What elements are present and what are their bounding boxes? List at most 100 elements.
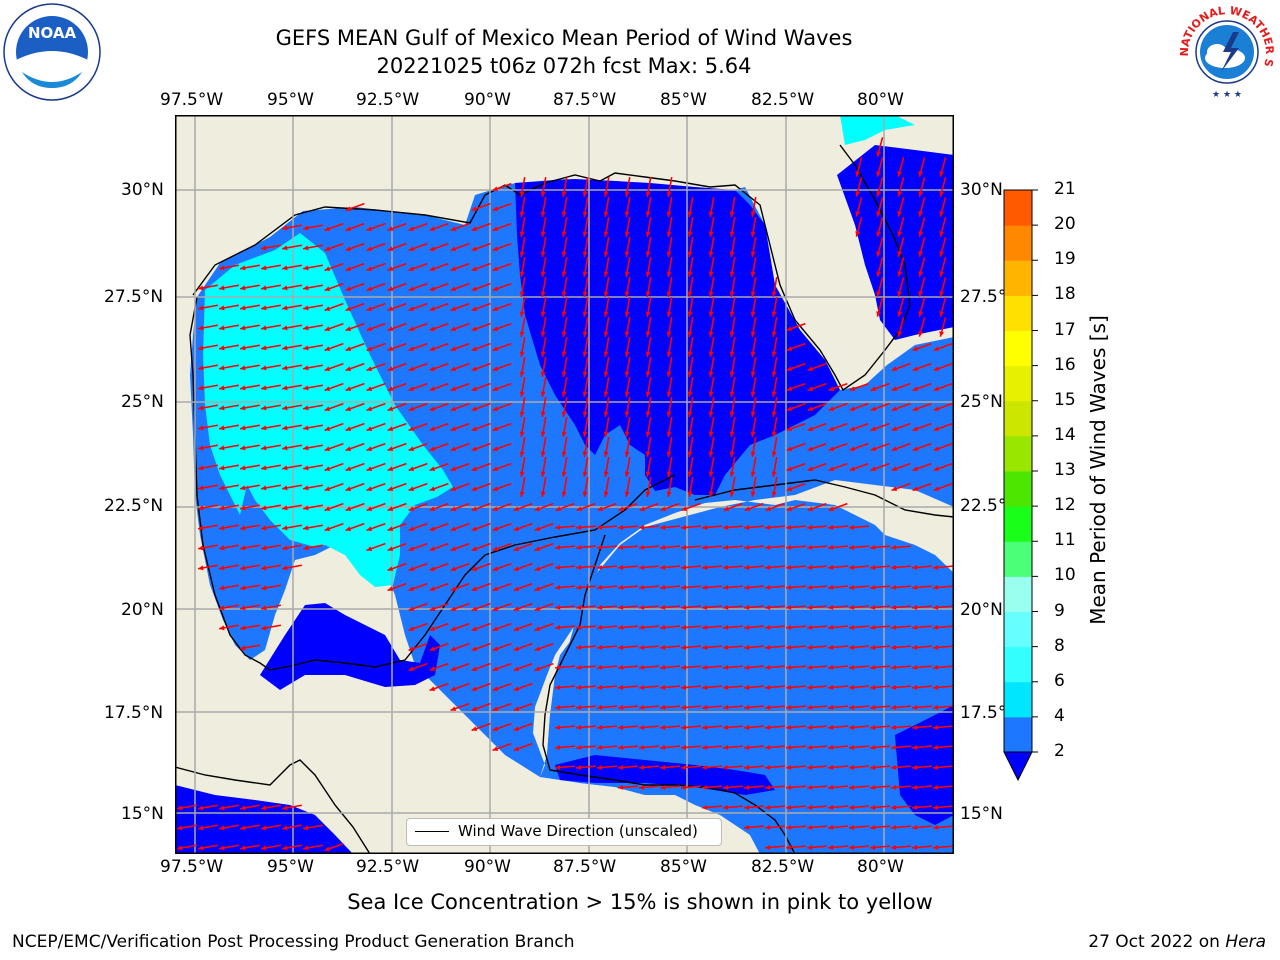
wave-direction-arrowhead [345,306,352,312]
wave-direction-arrowhead [645,451,651,457]
wave-direction-arrowhead [807,584,813,590]
wave-direction-arrowhead [282,265,288,271]
wave-direction-arrowhead [198,845,204,851]
wave-direction-arrowhead [324,226,331,232]
coastline [175,759,371,854]
wave-direction-arrowhead [744,584,750,590]
wave-direction-arrowhead [219,465,225,471]
wave-direction-arrowhead [723,724,729,730]
wave-direction-arrowhead [261,505,267,511]
wave-direction-arrowhead [624,251,630,257]
wave-direction-arrowhead [366,526,373,532]
wave-direction-arrowhead [786,784,792,790]
wave-direction-arrowhead [729,471,735,477]
wave-direction-arrowhead [492,286,499,292]
wave-direction-arrowhead [219,345,225,351]
wave-direction-arrowhead [807,644,813,650]
wave-direction-arrowhead [723,506,730,512]
wave-direction-arrowhead [219,825,225,831]
wave-direction-arrowhead [918,231,924,237]
wave-direction-arrowhead [408,246,415,252]
colorbar-segment [1004,330,1032,367]
wave-direction-arrowhead [765,584,771,590]
wave-direction-arrowhead [708,291,714,297]
wave-direction-arrowhead [471,686,478,692]
wave-direction-arrowhead [786,564,792,570]
wave-direction-arrowhead [897,191,903,197]
wave-direction-arrowhead [471,326,478,332]
wave-direction-arrowhead [876,211,882,217]
wave-direction-arrowhead [345,326,352,332]
wave-direction-arrowhead [540,451,546,457]
wave-direction-arrowhead [450,486,457,492]
wave-direction-arrowhead [912,564,918,570]
wave-direction-arrowhead [750,371,756,377]
wave-direction-arrowhead [261,545,267,551]
wave-direction-arrowhead [666,271,672,277]
colorbar-tick-label: 18 [1054,284,1076,305]
wave-direction-arrowhead [429,326,436,332]
colorbar-tick-label: 8 [1054,635,1065,656]
wave-direction-arrowhead [282,225,288,231]
wave-direction-arrowhead [597,524,603,530]
wave-direction-arrowhead [645,471,651,477]
map-legend: Wind Wave Direction (unscaled) [406,818,722,846]
wave-period-map [175,115,954,854]
wave-direction-arrowhead [765,764,771,770]
wave-direction-arrowhead [744,764,750,770]
wave-direction-arrowhead [492,386,499,392]
noaa-logo: NOAA [3,3,101,101]
wave-direction-arrowhead [870,744,876,750]
wave-direction-arrowhead [912,744,918,750]
wave-direction-arrowhead [597,764,603,770]
wave-direction-arrowhead [744,506,751,512]
wave-direction-arrowhead [582,451,588,457]
wave-direction-arrowhead [660,684,666,690]
wave-direction-arrowhead [912,644,918,650]
wave-direction-arrowhead [345,246,352,252]
wave-direction-arrowhead [891,604,897,610]
wave-direction-arrowhead [765,564,771,570]
wave-direction-arrowhead [933,684,939,690]
colorbar-segment [1004,400,1032,437]
wave-direction-arrowhead [807,524,813,530]
colorbar-segment [1004,225,1032,261]
lon-label-top: 92.5°W [356,90,420,110]
wave-direction-arrowhead [282,325,288,331]
lon-label-bottom: 95°W [267,857,314,877]
wave-direction-arrowhead [366,506,373,512]
wave-direction-arrowhead [786,346,793,352]
wave-direction-arrowhead [750,411,756,417]
wave-direction-arrowhead [576,564,582,570]
wave-direction-arrowhead [765,724,771,730]
wave-direction-arrowhead [708,351,714,357]
wave-direction-arrowhead [939,291,945,297]
coastline [189,296,676,671]
wave-direction-arrowhead [597,704,603,710]
wave-direction-arrowhead [345,386,352,392]
wave-direction-arrowhead [765,704,771,710]
wave-direction-arrowhead [282,425,288,431]
wave-direction-arrowhead [870,426,877,432]
wave-direction-arrowhead [702,784,708,790]
wave-direction-arrowhead [729,331,735,337]
wave-direction-arrowhead [519,331,525,337]
wave-direction-arrowhead [912,844,918,850]
wave-direction-arrowhead [681,684,687,690]
wave-direction-arrowhead [177,805,183,811]
wave-direction-arrowhead [744,824,750,830]
wave-direction-arrowhead [282,465,288,471]
map-frame [175,115,954,854]
colorbar-segment [1004,716,1032,753]
wave-direction-arrowhead [624,431,630,437]
wave-direction-arrowhead [771,331,777,337]
colorbar-tick-label: 11 [1054,530,1076,551]
wave-direction-arrowhead [912,406,919,412]
wave-direction-arrowhead [429,246,436,252]
wave-direction-arrowhead [387,246,394,252]
wave-direction-arrowhead [582,351,588,357]
wave-direction-arrowhead [408,326,415,332]
wave-direction-arrowhead [891,824,897,830]
wave-direction-arrowhead [303,825,309,831]
wave-direction-arrowhead [555,564,561,570]
